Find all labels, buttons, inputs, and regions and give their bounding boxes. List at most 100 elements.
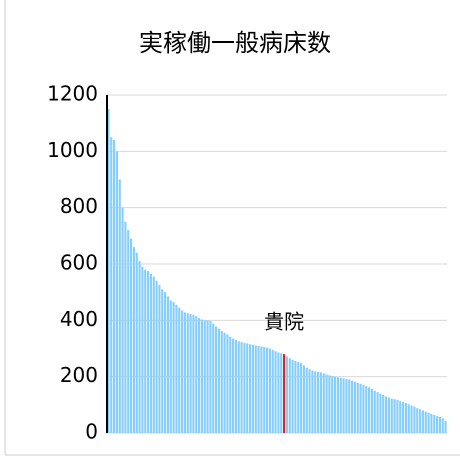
bar <box>110 137 113 433</box>
bar <box>356 382 359 433</box>
bar <box>127 230 130 433</box>
bar <box>410 405 413 433</box>
bar <box>161 289 164 433</box>
bar <box>399 401 402 433</box>
bar <box>427 412 430 433</box>
bar <box>178 307 181 433</box>
bar <box>181 310 184 433</box>
bar <box>144 269 147 433</box>
bar <box>339 377 342 433</box>
bar <box>385 396 388 433</box>
bar <box>240 342 243 433</box>
bar <box>220 331 223 433</box>
bar <box>314 371 317 433</box>
bar <box>172 302 175 433</box>
bar <box>107 109 110 433</box>
bar <box>334 376 337 433</box>
y-tick-label: 1200 <box>47 82 98 106</box>
bar <box>433 414 436 433</box>
bar <box>430 413 433 433</box>
bar <box>217 328 220 433</box>
annotation: 貴院 <box>264 310 304 334</box>
bar <box>254 345 257 433</box>
bar <box>246 343 249 433</box>
bar <box>166 296 169 433</box>
bar <box>421 410 424 433</box>
bar <box>305 367 308 433</box>
bar <box>164 292 167 433</box>
bar <box>376 392 379 433</box>
bar <box>115 151 118 434</box>
bar <box>155 280 158 433</box>
bar <box>274 351 277 433</box>
bar <box>149 273 152 433</box>
bar <box>203 320 206 433</box>
bar <box>141 266 144 433</box>
bar <box>390 398 393 433</box>
bar <box>263 347 266 433</box>
bar <box>297 362 300 433</box>
bar <box>121 207 124 433</box>
bar <box>302 365 305 433</box>
bar <box>424 411 427 433</box>
bar <box>268 348 271 433</box>
bar <box>342 378 345 433</box>
y-tick-label: 1000 <box>47 138 98 162</box>
bar <box>209 320 212 433</box>
bar <box>198 318 201 433</box>
bar <box>206 320 209 433</box>
y-tick-label: 600 <box>60 251 98 275</box>
bar <box>362 385 365 433</box>
bar <box>328 375 331 433</box>
bar <box>135 252 138 433</box>
y-tick-label: 800 <box>60 194 98 218</box>
bar <box>212 323 215 433</box>
bar <box>351 380 354 433</box>
bar <box>229 336 232 433</box>
bar <box>407 404 410 433</box>
bar <box>359 383 362 433</box>
bar <box>444 421 447 433</box>
bar <box>138 261 141 433</box>
bar <box>260 346 263 433</box>
y-tick-label: 200 <box>60 363 98 387</box>
bar <box>300 363 303 433</box>
bar <box>382 394 385 433</box>
bar <box>147 271 150 433</box>
bar <box>317 371 320 433</box>
bar <box>189 314 192 433</box>
bar <box>237 341 240 433</box>
bar <box>130 238 133 433</box>
bar <box>271 349 274 433</box>
bar <box>285 356 288 433</box>
bar <box>132 247 135 433</box>
bar <box>436 416 439 433</box>
bar <box>158 285 161 433</box>
bar <box>396 400 399 433</box>
bar <box>249 344 252 433</box>
y-tick-label: 400 <box>60 307 98 331</box>
bar <box>152 276 155 433</box>
bar <box>438 416 441 433</box>
bar <box>291 359 294 433</box>
bar <box>413 406 416 433</box>
bar <box>192 314 195 433</box>
bar <box>353 381 356 433</box>
bar <box>215 326 218 433</box>
bar <box>331 376 334 433</box>
bar <box>387 397 390 433</box>
chart-title: 実稼働一般病床数 <box>139 29 331 57</box>
bar <box>322 373 325 433</box>
bar <box>441 418 444 433</box>
bar <box>277 352 280 433</box>
bar <box>308 369 311 433</box>
bar <box>402 402 405 433</box>
bar <box>169 300 172 433</box>
bar <box>283 354 286 433</box>
bar <box>243 342 246 433</box>
bar <box>195 316 198 433</box>
bar <box>319 372 322 433</box>
bar <box>183 312 186 433</box>
bar <box>266 347 269 433</box>
